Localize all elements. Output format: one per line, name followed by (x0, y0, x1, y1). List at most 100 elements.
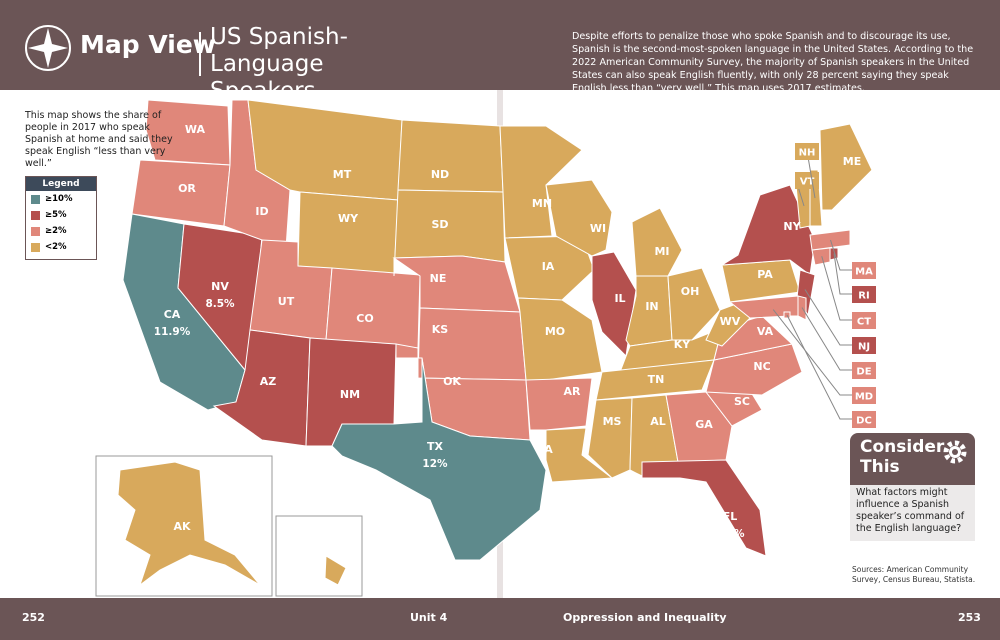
state (325, 267, 421, 349)
state (499, 125, 583, 239)
compass-icon (25, 25, 71, 71)
callout-line (786, 314, 852, 420)
sources: Sources: American Community Survey, Cens… (852, 565, 976, 584)
state-label: VT (800, 177, 815, 188)
state-label: IA (542, 260, 555, 273)
state-label: AK (173, 520, 191, 533)
section-title: Map View (80, 30, 216, 59)
state (324, 555, 347, 586)
page-number: 252 (22, 611, 45, 624)
state-label: ID (255, 205, 268, 218)
state (587, 397, 633, 479)
state-label: TN (648, 373, 665, 386)
callout-box (852, 411, 876, 428)
state (417, 307, 527, 381)
consider-header: Consider This (850, 433, 975, 485)
state-label: CT (857, 317, 871, 328)
state (525, 377, 593, 431)
callout-box (795, 143, 819, 160)
state-label: IN (645, 300, 658, 313)
state-label: AL (650, 415, 666, 428)
state (809, 229, 851, 251)
page-number: 253 (958, 611, 981, 624)
state-label: VA (757, 325, 774, 338)
callout-line (772, 309, 852, 396)
state (667, 267, 721, 341)
state-label: GA (695, 418, 713, 431)
consider-title: Consider This (860, 437, 945, 477)
state-label: MA (855, 267, 873, 278)
state-label: OR (178, 182, 196, 195)
legend-item: ≥10% (26, 191, 96, 207)
callout-line (801, 307, 852, 371)
state (397, 119, 504, 193)
legend-label: ≥10% (45, 194, 73, 204)
value-label: 11.9% (154, 326, 191, 338)
callout-box (852, 362, 876, 379)
state-label: NM (340, 388, 360, 401)
consider-question: What factors might influence a Spanish s… (850, 485, 975, 541)
callout-box (852, 337, 876, 354)
state-label: OK (443, 375, 461, 388)
state (641, 459, 767, 557)
state (331, 357, 547, 561)
state-label: ND (431, 168, 449, 181)
state (545, 179, 613, 257)
legend-swatch (31, 210, 40, 220)
legend-items: ≥10% ≥5% ≥2% <2% (26, 191, 96, 255)
legend-label: ≥5% (45, 210, 67, 220)
state-label: UT (278, 295, 295, 308)
state (517, 297, 603, 381)
state-label: DC (856, 416, 872, 427)
compass-star (28, 28, 68, 68)
value-label: 9.2% (715, 528, 745, 540)
state (728, 295, 799, 319)
state-label: WV (720, 315, 741, 328)
state (595, 359, 715, 401)
state-label: KS (432, 323, 449, 336)
state-label: HI (291, 552, 304, 565)
state-label: MS (603, 415, 622, 428)
state-label: MI (654, 245, 669, 258)
state-label: WI (590, 222, 606, 235)
legend: Legend ≥10% ≥5% ≥2% <2% (25, 176, 97, 260)
state-label: SD (431, 218, 448, 231)
state-label: SC (734, 395, 750, 408)
state-label: PA (757, 268, 773, 281)
state (297, 191, 399, 277)
callout-box (852, 286, 876, 303)
state (721, 259, 801, 303)
callout-line (830, 239, 852, 271)
state-label: CO (356, 312, 373, 325)
callout-line (833, 253, 852, 295)
value-label: 8.5% (205, 298, 235, 310)
footer-bar (0, 598, 1000, 640)
callout-line (804, 289, 852, 346)
state-label: ME (843, 155, 861, 168)
intro-text: Despite efforts to penalize those who sp… (572, 31, 974, 94)
state-label: NJ (858, 342, 870, 353)
state (819, 123, 873, 211)
header-bar (0, 0, 1000, 90)
state-label: DE (856, 367, 871, 378)
legend-swatch (31, 242, 40, 252)
hawaii-inset (275, 515, 363, 597)
legend-swatch (31, 226, 40, 236)
state-label: TX (427, 440, 444, 453)
state (631, 207, 683, 277)
state-label: MD (855, 392, 873, 403)
state-label: IL (614, 292, 625, 305)
state (665, 391, 733, 463)
state-label: NE (430, 272, 447, 285)
state-label: AR (564, 385, 582, 398)
state-label: LA (537, 443, 553, 456)
state-label: RI (858, 291, 869, 302)
state-label: CA (164, 308, 181, 321)
value-label: 12% (422, 458, 448, 470)
state-label: NC (753, 360, 770, 373)
legend-item: ≥2% (26, 223, 96, 239)
state-label: NV (211, 280, 229, 293)
state-label: NY (783, 220, 801, 233)
legend-swatch (31, 194, 40, 204)
